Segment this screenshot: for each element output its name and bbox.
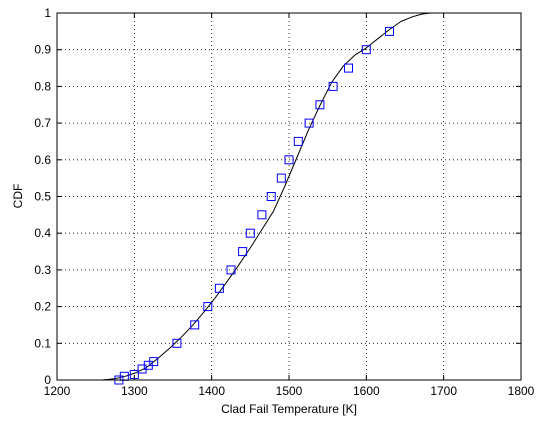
data-point-square xyxy=(266,192,276,201)
data-point-square xyxy=(149,357,159,367)
cdf-fit-line xyxy=(101,12,435,381)
data-point-square xyxy=(293,136,303,146)
y-tick-label: 0.6 xyxy=(34,153,51,167)
x-tick-label: 1700 xyxy=(430,384,457,398)
data-point-square xyxy=(344,63,353,73)
y-tick-label: 0.1 xyxy=(34,336,51,350)
tick-labels: 1200 1300 1400 1500 1600 1700 1800 0 0.1 0.2 0.3 0.… xyxy=(34,6,534,398)
data-point-square xyxy=(172,338,182,348)
grid-lines xyxy=(57,13,521,380)
x-tick-label: 1200 xyxy=(44,384,71,398)
data-point-square xyxy=(245,228,255,238)
x-tick-label: 1300 xyxy=(121,384,148,398)
data-point-square xyxy=(304,118,314,128)
y-tick-label: 0 xyxy=(44,373,51,387)
y-tick-label: 0.8 xyxy=(34,79,51,93)
plot-frame xyxy=(56,12,522,381)
x-tick-label: 1600 xyxy=(353,384,380,398)
data-point-square xyxy=(238,247,248,257)
y-axis-label: CDF xyxy=(11,184,25,209)
data-point-square xyxy=(276,173,286,183)
data-point-square xyxy=(361,45,371,55)
data-point-square xyxy=(129,370,139,379)
x-tick-label: 1400 xyxy=(198,384,225,398)
data-point-square xyxy=(328,81,338,91)
data-point-square xyxy=(257,210,267,220)
y-tick-label: 0.7 xyxy=(34,116,51,130)
x-tick-label: 1800 xyxy=(508,384,535,398)
y-tick-label: 1 xyxy=(44,6,51,20)
data-point-square xyxy=(284,155,294,165)
data-series xyxy=(101,12,435,385)
data-point-square xyxy=(203,302,213,312)
data-point-square xyxy=(315,100,325,110)
y-tick-label: 0.5 xyxy=(34,190,51,204)
x-tick-label: 1500 xyxy=(276,384,303,398)
y-tick-label: 0.4 xyxy=(34,226,51,240)
data-point-square xyxy=(214,283,224,293)
x-axis-label: Clad Fail Temperature [K] xyxy=(221,402,357,416)
y-tick-label: 0.2 xyxy=(34,300,51,314)
y-tick-label: 0.3 xyxy=(34,263,51,277)
y-tick-label: 0.9 xyxy=(34,43,51,57)
data-point-square xyxy=(226,265,236,275)
data-point-square xyxy=(385,26,394,36)
data-point-square xyxy=(190,320,200,330)
